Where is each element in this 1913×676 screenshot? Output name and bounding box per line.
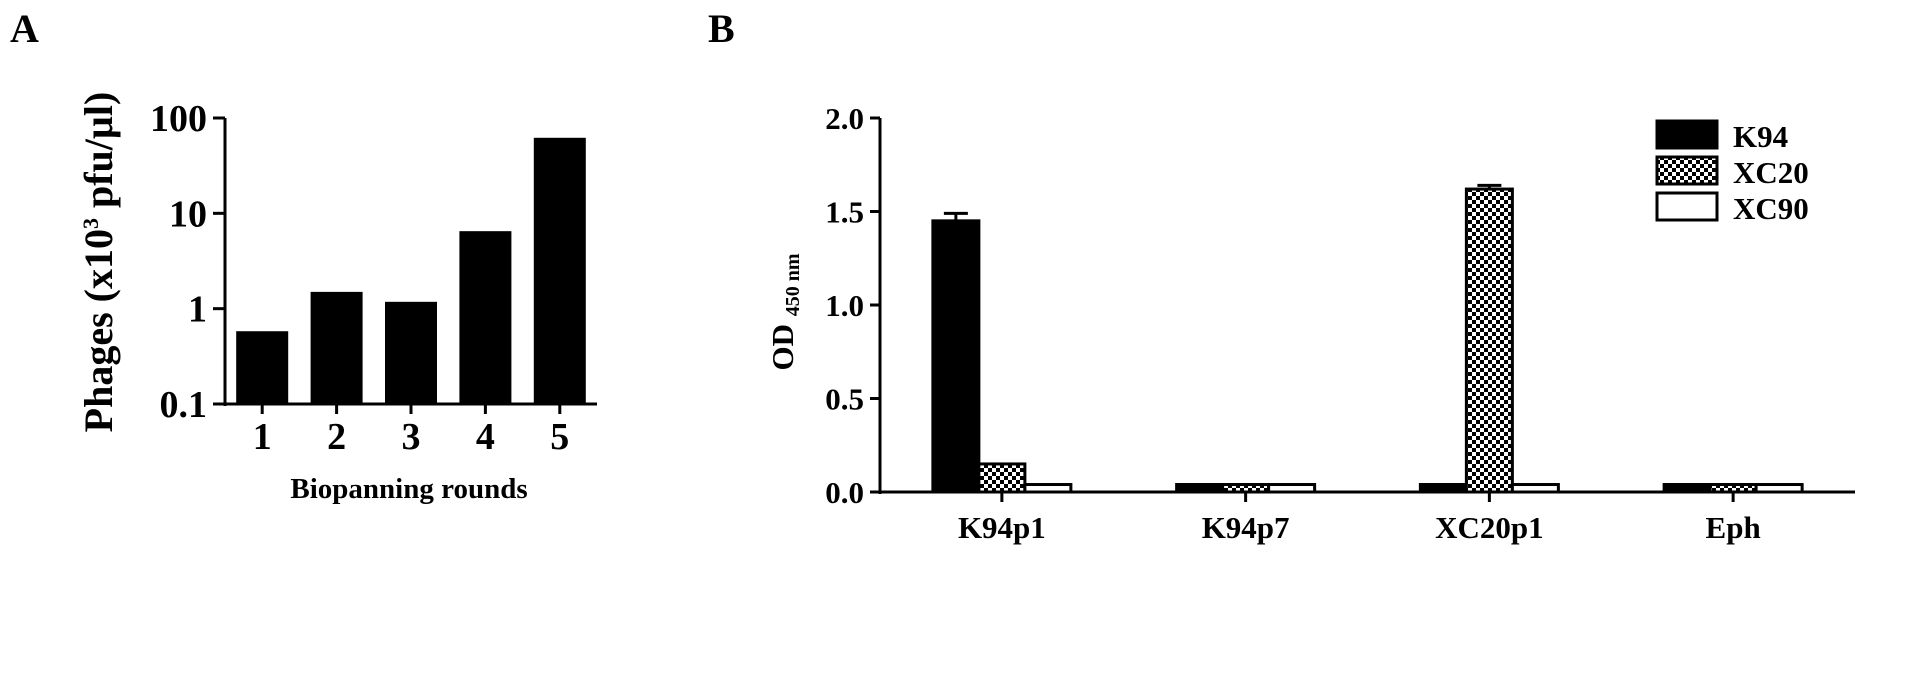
- panel-b-legend-swatch: [1655, 119, 1719, 150]
- panel-a-y-tick-label: 1: [188, 289, 207, 331]
- panel-b-x-tick-label: Eph: [1706, 510, 1761, 545]
- panel-a-bar: [310, 291, 363, 404]
- panel-a-bar: [385, 301, 437, 404]
- panel-a-x-tick-label: 3: [402, 416, 421, 458]
- panel-a-bar: [236, 331, 289, 404]
- panel-b-y-tick-label: 1.0: [825, 288, 864, 323]
- panel-b: B 0.0 0.5 1.0 1.5 2.0 K94p1 K94p7 XC20p1 Eph K94…: [708, 6, 1855, 545]
- panel-a-y-tick-label: 100: [150, 98, 207, 140]
- panel-a-x-tick-label: 1: [253, 416, 272, 458]
- panel-b-bar: [1662, 483, 1712, 494]
- panel-b-y-tick-label: 2.0: [825, 101, 864, 136]
- panel-b-bar: [1464, 187, 1514, 494]
- panel-b-y-tick-label: 0.5: [825, 382, 864, 417]
- panel-a-y-tick-label: 10: [169, 193, 207, 235]
- panel-b-bar: [1708, 483, 1758, 494]
- panel-a-label: A: [10, 6, 39, 51]
- panel-b-x-tick-label: K94p7: [1202, 510, 1290, 545]
- panel-b-legend-label: XC90: [1733, 191, 1809, 226]
- panel-a-x-tick-label: 2: [327, 416, 346, 458]
- panel-b-bar: [1510, 483, 1560, 494]
- panel-b-bar: [1754, 483, 1804, 494]
- panel-b-bar: [1023, 483, 1073, 494]
- panel-b-bar: [1221, 483, 1271, 494]
- panel-a-bar: [533, 137, 586, 404]
- panel-b-label: B: [708, 6, 735, 51]
- panel-b-x-tick-label: XC20p1: [1435, 510, 1544, 545]
- panel-a-x-tick-label: 5: [550, 416, 569, 458]
- panel-b-legend-label: XC20: [1733, 155, 1809, 190]
- panel-b-legend-swatch: [1655, 155, 1719, 186]
- panel-a-bar: [459, 231, 512, 404]
- panel-b-x-tick-label: K94p1: [958, 510, 1046, 545]
- panel-b-y-axis-label: OD 450 nm: [765, 253, 804, 370]
- panel-a-y-axis-label: Phages (x103 pfu/µl): [76, 92, 121, 433]
- panel-b-legend-swatch: [1655, 191, 1719, 222]
- panel-b-bar: [977, 462, 1027, 494]
- panel-a-bars: [236, 137, 586, 404]
- panel-b-y-tick-label: 1.5: [825, 195, 864, 230]
- panel-a-tick-labels: 0.1 1 10 100 1 2 3 4 5: [150, 98, 569, 458]
- panel-b-bar: [1418, 483, 1468, 494]
- panel-b-y-tick-label: 0.0: [825, 475, 864, 510]
- panel-b-bar: [1267, 483, 1317, 494]
- panel-a: A 0.1 1 10 100 1 2 3 4 5 Biopanning rounds Phage…: [10, 6, 597, 505]
- panel-b-legend-label: K94: [1733, 119, 1788, 154]
- panel-a-y-tick-label: 0.1: [160, 384, 208, 426]
- panel-b-tick-labels: 0.0 0.5 1.0 1.5 2.0 K94p1 K94p7 XC20p1 Eph: [825, 101, 1760, 545]
- panel-a-x-tick-label: 4: [476, 416, 495, 458]
- panel-a-x-axis-label: Biopanning rounds: [290, 473, 527, 505]
- panel-b-bar: [1175, 483, 1225, 494]
- panel-b-bars: [931, 183, 1804, 494]
- panel-b-bar: [931, 219, 981, 494]
